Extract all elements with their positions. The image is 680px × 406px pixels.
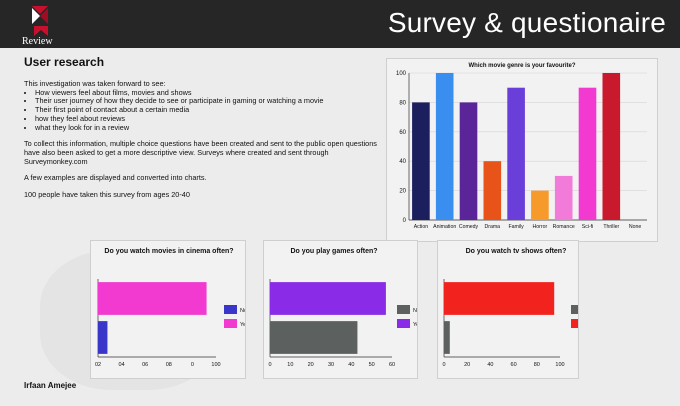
x-tick-label: 0 — [191, 362, 194, 368]
legend-swatch-yes — [571, 319, 584, 328]
x-tick-label: 40 — [487, 362, 493, 368]
y-tick-label: 0 — [403, 218, 407, 224]
bar-yes — [444, 282, 555, 315]
bar-drama — [483, 161, 502, 220]
genre-chart-panel: Which movie genre is your favourite? 0 20 4… — [386, 58, 658, 242]
review-logo — [32, 6, 48, 36]
x-tick-label: 100 — [555, 362, 564, 368]
intro-bullet-list: How viewers feel about films, movies and… — [24, 88, 384, 133]
legend-swatch-no — [397, 305, 410, 314]
bar-yes — [98, 282, 207, 315]
bar-comedy — [459, 102, 478, 220]
games-bar-chart: Do you play games often? 0 10 20 30 40 50 60 No Y… — [268, 248, 422, 368]
x-tick-label: 0 — [268, 362, 271, 368]
x-tick-label: 10 — [287, 362, 293, 368]
x-tick-label: Comedy — [459, 224, 479, 230]
page-title: Survey & questionaire — [387, 7, 666, 38]
author-name: Irfaan Amejee — [24, 381, 77, 390]
x-tick-label: Thriller — [603, 224, 619, 230]
x-tick-label: None — [629, 224, 642, 230]
chart-title: Which movie genre is your favourite? — [468, 63, 575, 69]
list-item: Their user journey of how they decide to… — [35, 97, 384, 106]
legend-swatch-yes — [397, 319, 410, 328]
legend-swatch-no — [224, 305, 237, 314]
x-tick-label: 30 — [328, 362, 334, 368]
legend-swatch-yes — [224, 319, 237, 328]
list-item: How viewers feel about films, movies and… — [35, 88, 384, 98]
intro-paragraph: To collect this information, multiple ch… — [24, 139, 377, 166]
x-tick-label: Drama — [485, 224, 501, 230]
bar-no — [98, 321, 108, 354]
legend-label-no: No — [413, 308, 417, 314]
chart-title: Do you play games often? — [290, 248, 377, 255]
bar-action — [412, 102, 430, 220]
x-tick-label: 60 — [389, 362, 395, 368]
intro-paragraph: A few examples are displayed and convert… — [24, 173, 207, 183]
x-tick-label: 0 — [442, 362, 445, 368]
legend-swatch-no — [571, 305, 584, 314]
genre-bar-chart: Which movie genre is your favourite? 0 20 4… — [396, 63, 647, 230]
x-tick-label: 80 — [534, 362, 540, 368]
chart-title: Do you watch movies in cinema often? — [104, 248, 233, 255]
x-tick-label: Family — [508, 224, 524, 230]
bar-horror — [531, 190, 549, 220]
x-tick-label: Romance — [553, 224, 575, 230]
y-tick-label: 100 — [396, 71, 407, 77]
bar-yes — [270, 282, 386, 315]
list-item: what they look for in a review — [35, 123, 384, 133]
x-tick-label: 20 — [308, 362, 314, 368]
x-tick-label: Action — [414, 224, 429, 230]
x-tick-label: 20 — [464, 362, 470, 368]
x-tick-label: 40 — [348, 362, 354, 368]
games-chart-panel: Do you play games often? 0 10 20 30 40 50 60 No Y… — [263, 240, 422, 379]
legend-label-yes: Yes — [240, 322, 245, 328]
x-tick-label: 06 — [142, 362, 148, 368]
bar-animation — [435, 73, 454, 220]
x-tick-label: Sci-fi — [582, 224, 594, 230]
x-tick-label: 100 — [211, 362, 220, 368]
x-tick-label: 04 — [119, 362, 125, 368]
x-tick-label: Animation — [433, 224, 456, 230]
tv-chart-panel: Do you watch tv shows often? 0 20 40 60 80 100… — [437, 240, 596, 379]
y-tick-label: 40 — [399, 159, 406, 165]
intro-lead: This investigation was taken forward to … — [24, 79, 166, 88]
list-item: Their first point of contact about a cer… — [35, 105, 384, 115]
logo-text: Review — [22, 36, 53, 47]
bar-romance — [554, 175, 573, 220]
x-tick-label: 02 — [95, 362, 101, 368]
y-tick-label: 20 — [399, 189, 406, 195]
bar-scifi — [578, 87, 597, 220]
legend-label-yes: Yes — [413, 322, 417, 328]
section-title: User research — [24, 55, 105, 69]
x-tick-label: 60 — [511, 362, 517, 368]
intro-text: This investigation was taken forward to … — [24, 79, 384, 200]
tv-bar-chart: Do you watch tv shows often? 0 20 40 60 80 100… — [442, 248, 596, 368]
x-tick-label: 08 — [166, 362, 172, 368]
intro-paragraph: 100 people have taken this survey from a… — [24, 190, 190, 200]
y-tick-label: 60 — [399, 130, 406, 136]
bar-family — [507, 87, 525, 220]
list-item: how they feel about reviews — [35, 114, 384, 124]
cinema-chart-panel: Do you watch movies in cinema often? 02 04… — [90, 240, 249, 379]
header-bar: Review Survey & questionaire — [0, 0, 680, 48]
x-tick-label: 50 — [369, 362, 375, 368]
legend-label-no: No — [240, 308, 245, 314]
bar-thriller — [602, 73, 621, 220]
chart-title: Do you watch tv shows often? — [466, 248, 567, 255]
y-tick-label: 80 — [399, 100, 406, 106]
x-tick-label: Horror — [533, 224, 548, 230]
bar-no — [270, 321, 358, 354]
cinema-bar-chart: Do you watch movies in cinema often? 02 04… — [95, 248, 249, 368]
bar-no — [444, 321, 450, 354]
